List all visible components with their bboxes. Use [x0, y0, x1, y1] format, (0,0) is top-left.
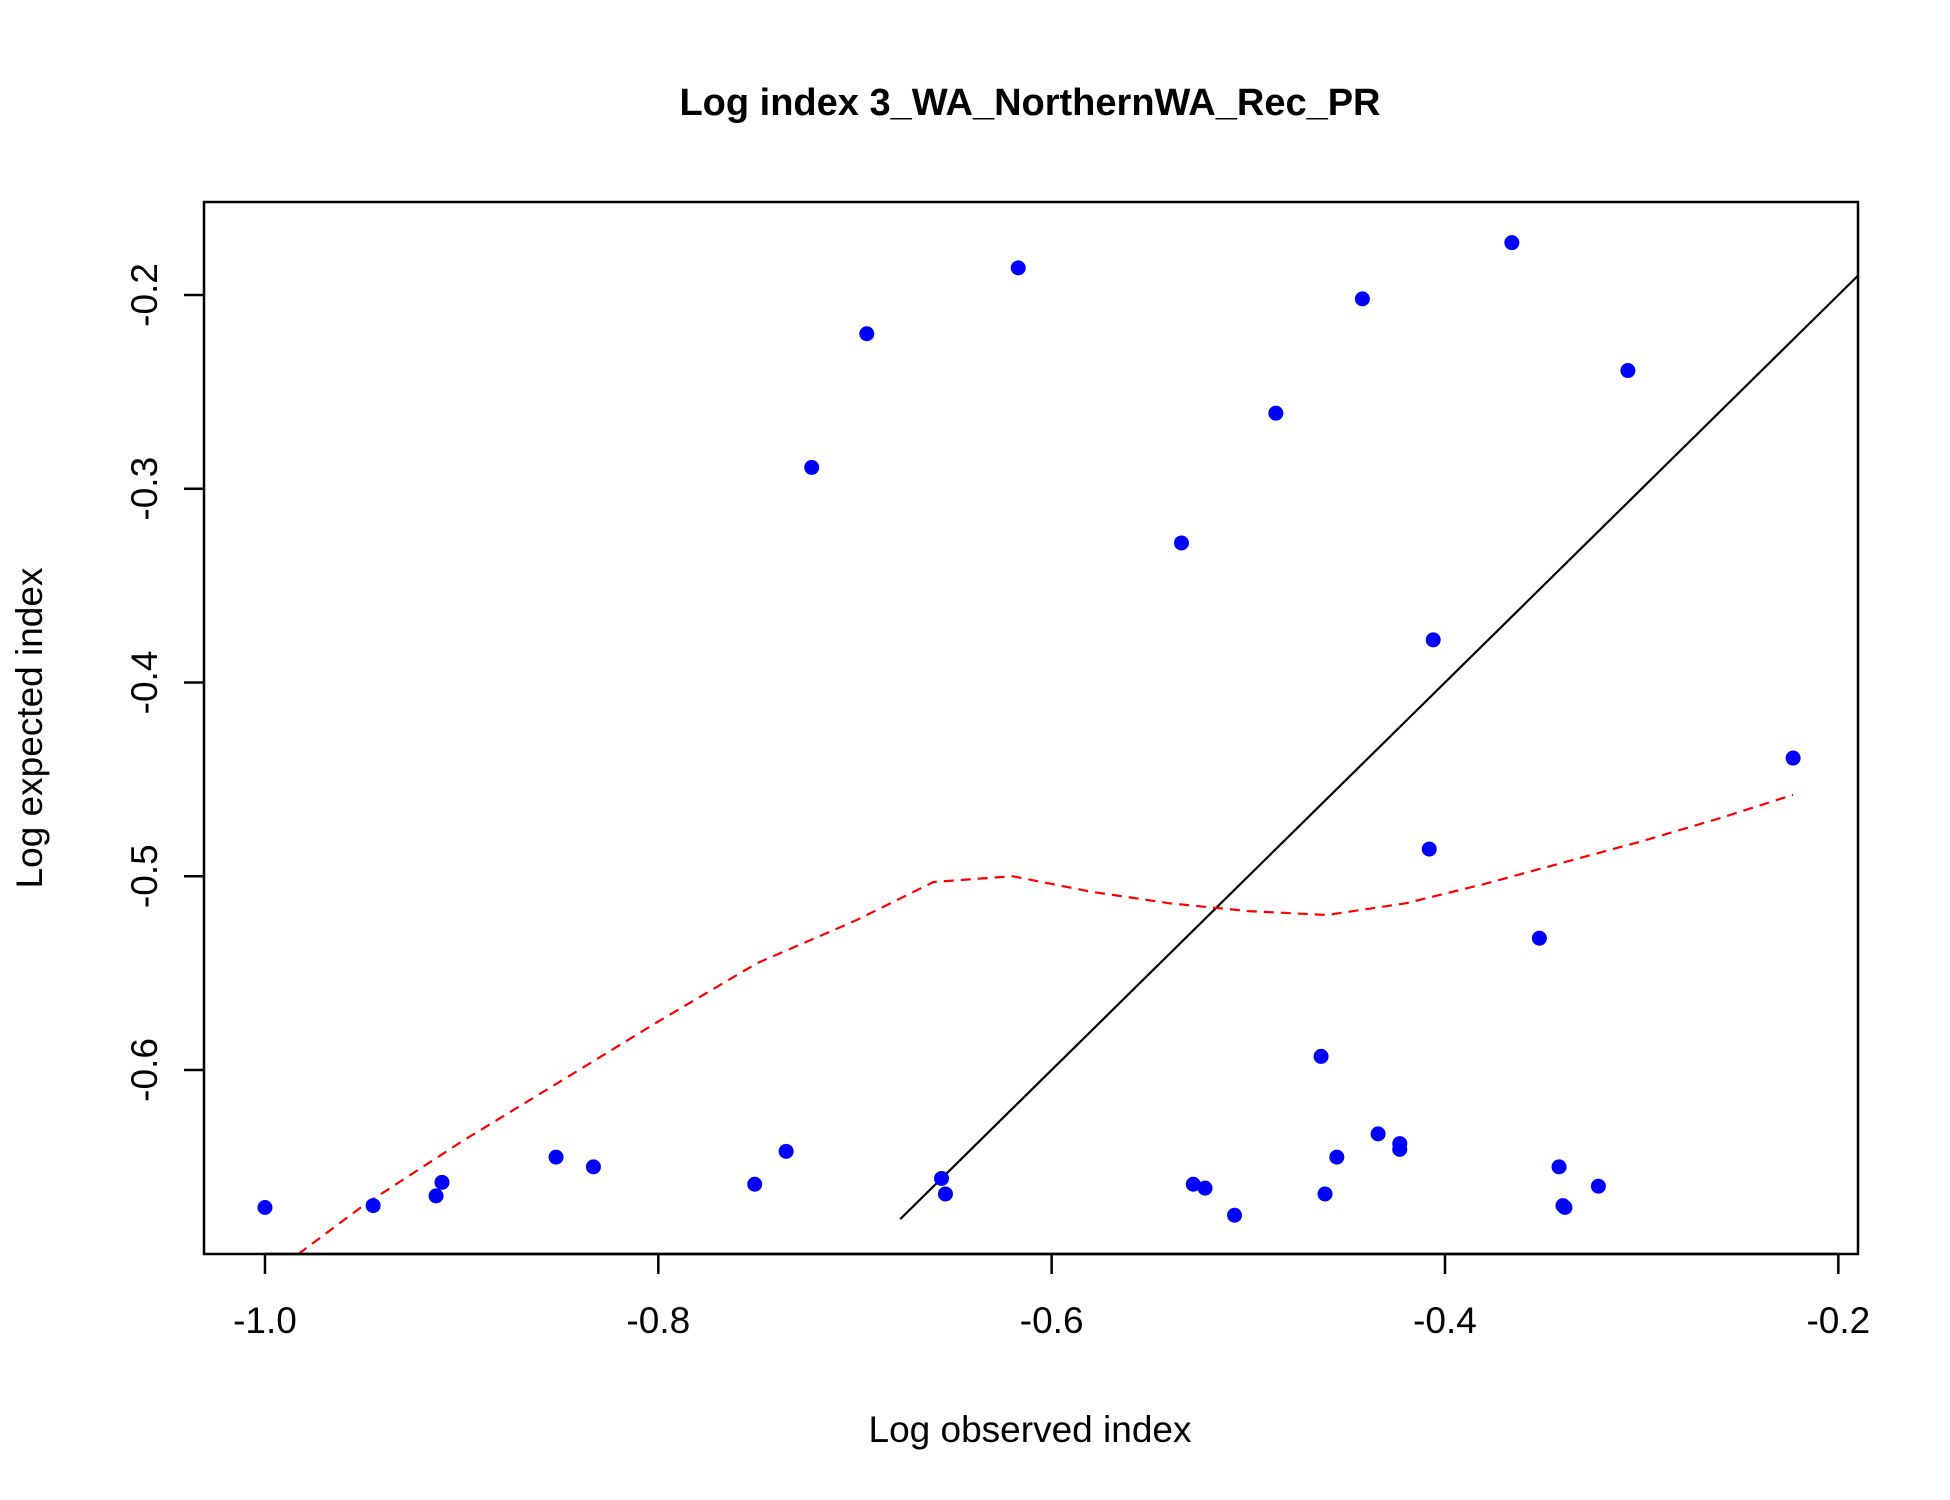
x-tick-label: -0.8 [626, 1300, 690, 1341]
data-point [1010, 260, 1026, 276]
data-point [934, 1170, 950, 1186]
data-point [1227, 1207, 1243, 1223]
data-point [1185, 1176, 1201, 1192]
data-point [1370, 1126, 1386, 1142]
data-point [585, 1159, 601, 1175]
x-tick-label: -0.4 [1413, 1300, 1477, 1341]
data-point [257, 1200, 273, 1216]
data-point [1557, 1200, 1573, 1216]
data-point [1313, 1048, 1329, 1064]
data-point [778, 1143, 794, 1159]
data-point [1197, 1180, 1213, 1196]
data-point [1620, 363, 1636, 379]
data-point [365, 1198, 381, 1214]
y-axis-label: Log expected index [9, 567, 50, 888]
chart-title: Log index 3_WA_NorthernWA_Rec_PR [679, 82, 1380, 124]
y-tick-label: -0.3 [124, 457, 165, 521]
data-point [548, 1149, 564, 1165]
x-tick-label: -0.6 [1020, 1300, 1084, 1341]
identity-line [899, 274, 1858, 1220]
data-point [1392, 1141, 1408, 1157]
data-point [1421, 841, 1437, 857]
y-tick-label: -0.4 [124, 651, 165, 715]
smoother-line [297, 793, 1794, 1254]
data-point [428, 1188, 444, 1204]
x-tick-label: -0.2 [1806, 1300, 1870, 1341]
data-point [434, 1174, 450, 1190]
axes: -1.0 -0.8 -0.6 -0.4 -0.2 -0.6 -0.5 -0.4 -0.3 -0.2 [124, 263, 1870, 1341]
data-point [1504, 235, 1520, 251]
data-point [1590, 1178, 1606, 1194]
data-point [1425, 632, 1441, 648]
x-tick-label: -1.0 [233, 1300, 297, 1341]
data-point [1317, 1186, 1333, 1202]
data-point [1785, 750, 1801, 766]
data-point [804, 459, 820, 475]
x-axis-label: Log observed index [869, 1409, 1192, 1450]
plot-area [257, 235, 1858, 1254]
data-point [1354, 291, 1370, 307]
data-point [1173, 535, 1189, 551]
data-point [1551, 1159, 1567, 1175]
data-point [937, 1186, 953, 1202]
data-point [1268, 405, 1284, 421]
data-point [747, 1176, 763, 1192]
plot-frame [202, 200, 1860, 1256]
y-tick-label: -0.5 [124, 844, 165, 908]
data-point [859, 326, 875, 342]
y-tick-label: -0.2 [124, 263, 165, 327]
data-point [1329, 1149, 1345, 1165]
data-point [1531, 930, 1547, 946]
y-tick-label: -0.6 [124, 1038, 165, 1102]
